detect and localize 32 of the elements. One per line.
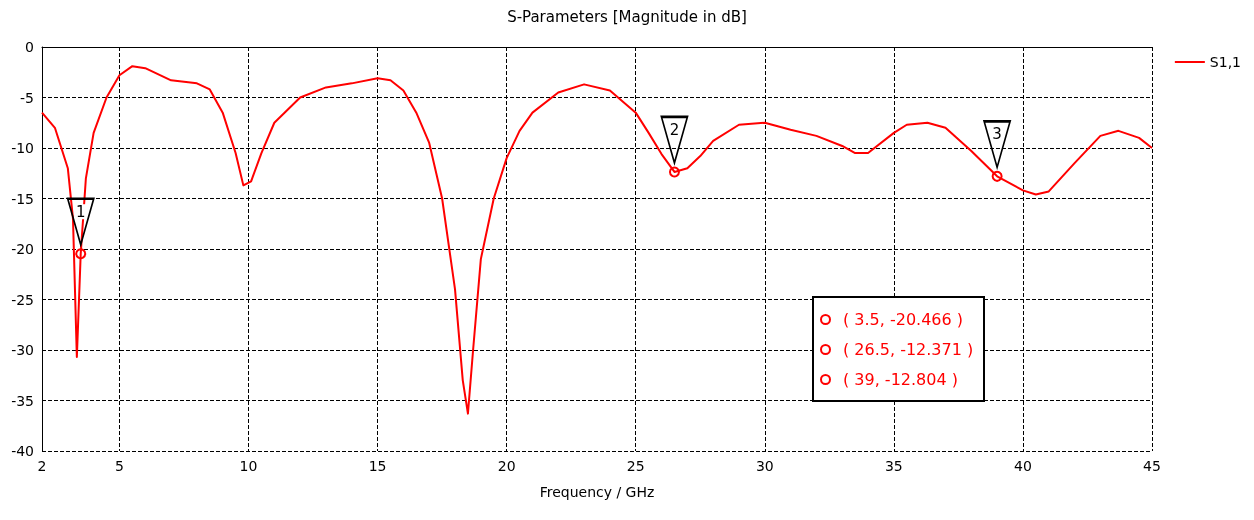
y-tick-label: -30: [11, 342, 34, 358]
chart-title: S-Parameters [Magnitude in dB]: [507, 7, 747, 26]
x-tick-label: 35: [884, 458, 903, 474]
x-tick-label: 45: [1143, 458, 1161, 474]
line-series: [41, 65, 1153, 415]
y-tick-label: -25: [11, 291, 34, 308]
annotation: ( 39, -12.804 ): [843, 369, 958, 389]
y-tick-label: -15: [11, 190, 34, 207]
y-tick-label: 0: [25, 39, 34, 55]
y-tick-label: -35: [11, 392, 34, 409]
x-tick-label: 25: [626, 458, 645, 474]
annotation: ( 3.5, -20.466 ): [843, 309, 964, 329]
x-tick-label: 15: [368, 458, 387, 474]
annotation: 3: [992, 125, 1002, 144]
x-tick-label: 2: [37, 458, 47, 474]
y-tick-label: -20: [11, 241, 34, 257]
point: [668, 166, 680, 178]
point: [991, 170, 1003, 182]
x-tick-label: 10: [239, 458, 258, 474]
y-tick-label: -10: [11, 140, 34, 156]
y-tick-label: -5: [20, 89, 34, 106]
point: [75, 248, 87, 260]
x-tick-label: 30: [755, 458, 774, 474]
y-tick-label: -40: [11, 443, 34, 459]
x-tick-label: 40: [1014, 458, 1032, 474]
annotation: ( 26.5, -12.371 ): [843, 339, 974, 359]
annotation: 2: [669, 120, 680, 139]
annotation: 1: [75, 202, 86, 221]
x-tick-label: 20: [497, 458, 516, 474]
x-axis-title: Frequency / GHz: [539, 484, 655, 500]
x-tick-label: 5: [114, 458, 124, 474]
legend-label: S1,1: [1209, 54, 1241, 70]
